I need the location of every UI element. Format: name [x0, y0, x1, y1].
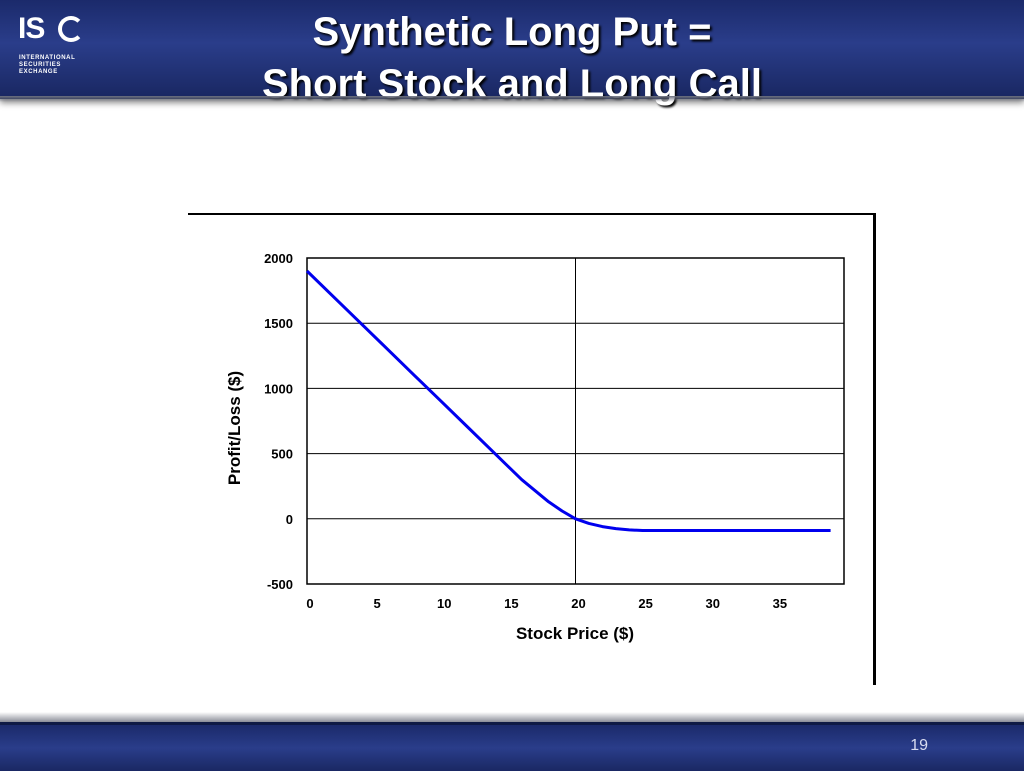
- x-tick-label: 30: [706, 596, 720, 611]
- payoff-chart: 2000 1500 1000 500 0 -500 0 5 10 15 20 25 30 35 Stoc…: [225, 251, 845, 643]
- logo-line: SECURITIES: [19, 62, 62, 68]
- header-shadow: [0, 96, 1024, 102]
- x-tick-label: 0: [306, 596, 313, 611]
- y-tick-label: 500: [271, 447, 293, 462]
- y-tick-label: -500: [267, 577, 293, 592]
- slide-title-line1: Synthetic Long Put =: [312, 10, 712, 54]
- y-tick-label: 0: [286, 512, 293, 527]
- logo-line: EXCHANGE: [19, 69, 58, 75]
- grid-layer: [306, 257, 845, 585]
- x-tick-label: 10: [437, 596, 451, 611]
- x-tick-label: 35: [773, 596, 787, 611]
- y-tick-label: 1000: [264, 381, 293, 396]
- y-axis-label: Profit/Loss ($): [225, 371, 244, 485]
- y-tick-label: 2000: [264, 251, 293, 266]
- footer-shadow: [0, 712, 1024, 722]
- x-tick-label: 20: [571, 596, 585, 611]
- slide-header: IS INTERNATIONAL SECURITIES EXCHANGE Syn…: [0, 0, 1024, 106]
- x-tick-label: 15: [504, 596, 518, 611]
- ise-logo: IS INTERNATIONAL SECURITIES EXCHANGE: [18, 12, 98, 82]
- logo-line: INTERNATIONAL: [19, 55, 76, 61]
- y-tick-labels: 2000 1500 1000 500 0 -500: [264, 251, 293, 592]
- y-tick-label: 1500: [264, 316, 293, 331]
- page-number: 19: [910, 737, 928, 754]
- x-axis-label: Stock Price ($): [516, 624, 634, 643]
- series-line: [305, 269, 831, 532]
- x-tick-label: 5: [374, 596, 381, 611]
- logo-subtext: INTERNATIONAL SECURITIES EXCHANGE: [19, 55, 75, 76]
- series-layer: [305, 269, 831, 532]
- logo-text: IS: [18, 12, 45, 45]
- x-tick-label: 25: [638, 596, 652, 611]
- chart-frame: 2000 1500 1000 500 0 -500 0 5 10 15 20 25 30 35 Stoc…: [188, 213, 876, 685]
- logo-ring-icon: [58, 16, 84, 42]
- slide-footer: 19: [0, 722, 1024, 771]
- x-tick-labels: 0 5 10 15 20 25 30 35: [306, 596, 787, 611]
